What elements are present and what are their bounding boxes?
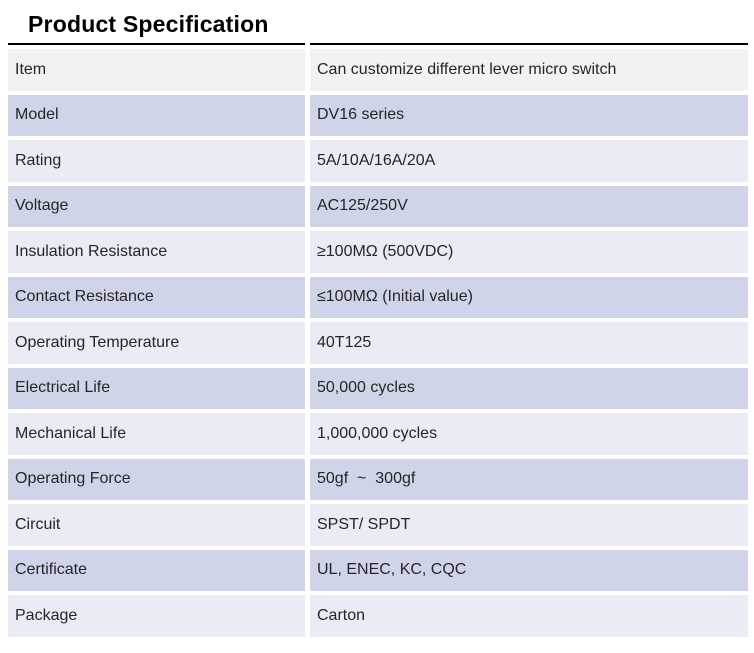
- spec-value-cell: 50gf ~ 300gf: [310, 458, 748, 500]
- spec-label-cell: Mechanical Life: [8, 413, 305, 455]
- table-top-border-right: [310, 43, 748, 45]
- spec-value-cell: AC125/250V: [310, 185, 748, 227]
- spec-value-cell: DV16 series: [310, 94, 748, 136]
- spec-label-cell: Operating Temperature: [8, 322, 305, 364]
- spec-value-cell: 1,000,000 cycles: [310, 413, 748, 455]
- spec-value-cell: ≤100MΩ (Initial value): [310, 276, 748, 318]
- spec-label-cell: Electrical Life: [8, 367, 305, 409]
- spec-value-cell: Carton: [310, 595, 748, 637]
- spec-label-cell: Voltage: [8, 185, 305, 227]
- spec-label-cell: Item: [8, 49, 305, 91]
- spec-value-cell: 50,000 cycles: [310, 367, 748, 409]
- spec-label-cell: Package: [8, 595, 305, 637]
- spec-value-cell: UL, ENEC, KC, CQC: [310, 549, 748, 591]
- spec-value-cell: ≥100MΩ (500VDC): [310, 231, 748, 273]
- spec-value-cell: Can customize different lever micro swit…: [310, 49, 748, 91]
- spec-label-cell: Model: [8, 94, 305, 136]
- spec-label-cell: Operating Force: [8, 458, 305, 500]
- spec-label-cell: Insulation Resistance: [8, 231, 305, 273]
- spec-value-cell: 5A/10A/16A/20A: [310, 140, 748, 182]
- spec-label-cell: Contact Resistance: [8, 276, 305, 318]
- page-title: Product Specification: [28, 11, 269, 37]
- spec-value-cell: SPST/ SPDT: [310, 504, 748, 546]
- spec-label-cell: Circuit: [8, 504, 305, 546]
- spec-table: Item Can customize different lever micro…: [8, 43, 748, 637]
- page: Product Specification Item Can customize…: [0, 9, 754, 637]
- spec-value-cell: 40T125: [310, 322, 748, 364]
- spec-label-cell: Rating: [8, 140, 305, 182]
- spec-label-cell: Certificate: [8, 549, 305, 591]
- table-top-border-left: [8, 43, 305, 45]
